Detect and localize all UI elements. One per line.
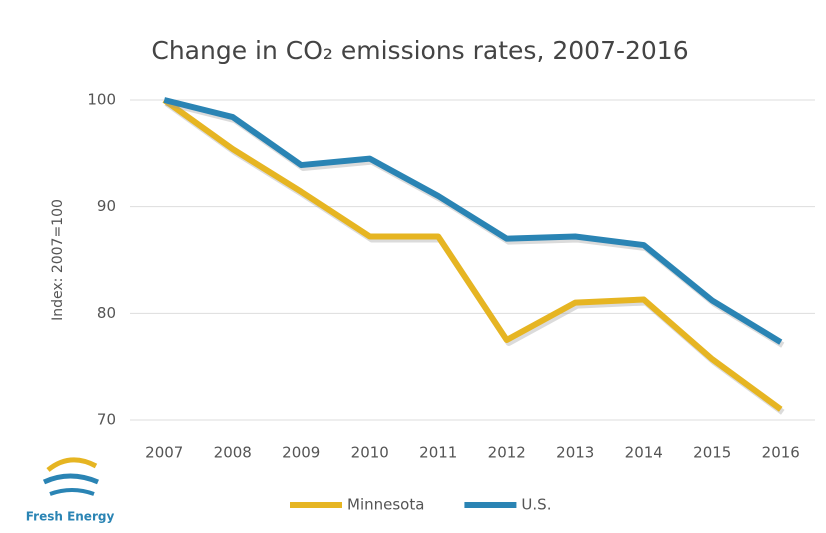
legend-label: U.S.: [521, 496, 551, 514]
logo-wave: [42, 473, 99, 485]
logo-text: Fresh Energy: [26, 510, 115, 524]
y-tick-label: 100: [87, 91, 116, 109]
logo: [42, 457, 99, 496]
y-tick-label: 80: [97, 304, 116, 322]
x-tick-label: 2013: [556, 444, 594, 462]
x-tick-label: 2014: [625, 444, 663, 462]
series-line: [163, 97, 783, 345]
x-tick-label: 2008: [214, 444, 252, 462]
x-tick-label: 2007: [145, 444, 183, 462]
x-tick-label: 2011: [419, 444, 457, 462]
y-tick-label: 70: [97, 411, 116, 429]
legend-label: Minnesota: [347, 496, 424, 514]
x-tick-label: 2015: [693, 444, 731, 462]
y-tick-label: 90: [97, 197, 116, 215]
series-line: [162, 97, 783, 412]
x-tick-label: 2010: [351, 444, 389, 462]
x-tick-label: 2009: [282, 444, 320, 462]
chart-title: Change in CO₂ emissions rates, 2007-2016: [151, 36, 688, 65]
x-tick-label: 2016: [762, 444, 800, 462]
logo-wave: [46, 457, 98, 472]
x-tick-label: 2012: [488, 444, 526, 462]
y-axis-label: Index: 2007=100: [50, 199, 66, 321]
logo-wave: [49, 488, 95, 496]
